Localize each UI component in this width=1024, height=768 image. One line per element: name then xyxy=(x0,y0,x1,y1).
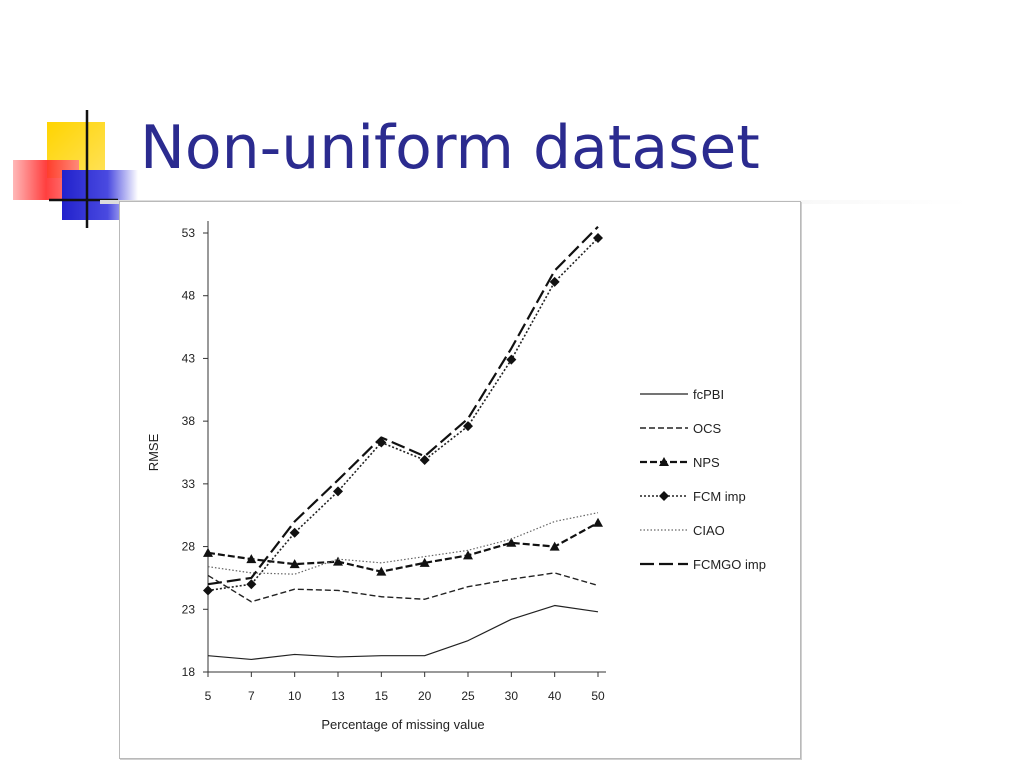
x-tick-label: 30 xyxy=(505,689,519,703)
y-tick-label: 23 xyxy=(182,602,196,616)
data-point-marker xyxy=(289,559,300,569)
legend-label: OCS xyxy=(693,421,722,436)
y-tick-label: 48 xyxy=(182,289,196,303)
chart-legend: fcPBI OCS NPS FCM imp CIAO FCMGO imp xyxy=(640,387,766,572)
chart-series xyxy=(203,225,603,661)
series-line xyxy=(207,237,599,592)
x-axis-title: Percentage of missing value xyxy=(321,717,484,732)
series-line xyxy=(207,604,599,661)
data-point-marker xyxy=(333,556,343,566)
data-point-marker xyxy=(549,276,560,287)
series-line xyxy=(207,572,599,603)
rmse-line-chart: 18 23 28 33 38 43 48 53 5 7 10 13 15 20 25 30 40 50 fcPBI… xyxy=(146,221,766,732)
x-tick-label: 20 xyxy=(418,689,432,703)
x-tick-label: 7 xyxy=(248,689,255,703)
series-fcpbi xyxy=(207,604,599,661)
data-point-marker xyxy=(289,527,300,538)
x-tick-label: 25 xyxy=(461,689,475,703)
series-line xyxy=(207,521,599,573)
data-point-marker xyxy=(333,486,343,497)
y-tick-label: 33 xyxy=(182,477,196,491)
x-tick-label: 10 xyxy=(288,689,302,703)
legend-marker xyxy=(659,491,669,501)
y-tick-label: 38 xyxy=(182,414,196,428)
data-point-marker xyxy=(203,585,213,596)
slide-title: Non-uniform dataset xyxy=(140,113,760,183)
legend-label: FCMGO imp xyxy=(693,557,766,572)
y-tick-label: 53 xyxy=(182,226,196,240)
data-point-marker xyxy=(549,541,560,551)
series-line xyxy=(207,225,599,586)
data-point-marker xyxy=(376,437,387,448)
data-point-marker xyxy=(246,579,257,590)
legend-label: CIAO xyxy=(693,523,725,538)
chart-axes: 18 23 28 33 38 43 48 53 5 7 10 13 15 20 25 30 40 50 xyxy=(182,221,606,703)
data-point-marker xyxy=(203,547,213,557)
x-tick-label: 5 xyxy=(205,689,212,703)
x-tick-label: 40 xyxy=(548,689,562,703)
y-tick-label: 28 xyxy=(182,540,196,554)
data-point-marker xyxy=(506,537,517,547)
series-ciao xyxy=(207,512,599,575)
series-nps xyxy=(203,517,603,576)
chart-frame: 18 23 28 33 38 43 48 53 5 7 10 13 15 20 25 30 40 50 fcPBI… xyxy=(119,201,801,759)
series-fcm-imp xyxy=(203,233,603,596)
series-ocs xyxy=(207,572,599,603)
data-point-marker xyxy=(419,557,430,567)
series-fcmgo-imp xyxy=(207,225,599,586)
data-point-marker xyxy=(419,455,430,466)
x-tick-label: 13 xyxy=(331,689,345,703)
y-tick-label: 43 xyxy=(182,351,196,365)
legend-label: fcPBI xyxy=(693,387,724,402)
x-tick-label: 50 xyxy=(591,689,605,703)
data-point-marker xyxy=(246,554,257,564)
y-axis-title: RMSE xyxy=(146,433,161,471)
data-point-marker xyxy=(593,233,603,244)
legend-marker xyxy=(659,457,669,466)
y-tick-label: 18 xyxy=(182,665,196,679)
x-tick-label: 15 xyxy=(375,689,389,703)
data-point-marker xyxy=(376,566,387,576)
data-point-marker xyxy=(463,421,473,432)
data-point-marker xyxy=(593,517,603,527)
series-line xyxy=(207,512,599,575)
legend-label: FCM imp xyxy=(693,489,746,504)
legend-label: NPS xyxy=(693,455,720,470)
data-point-marker xyxy=(506,354,517,365)
data-point-marker xyxy=(463,550,473,560)
